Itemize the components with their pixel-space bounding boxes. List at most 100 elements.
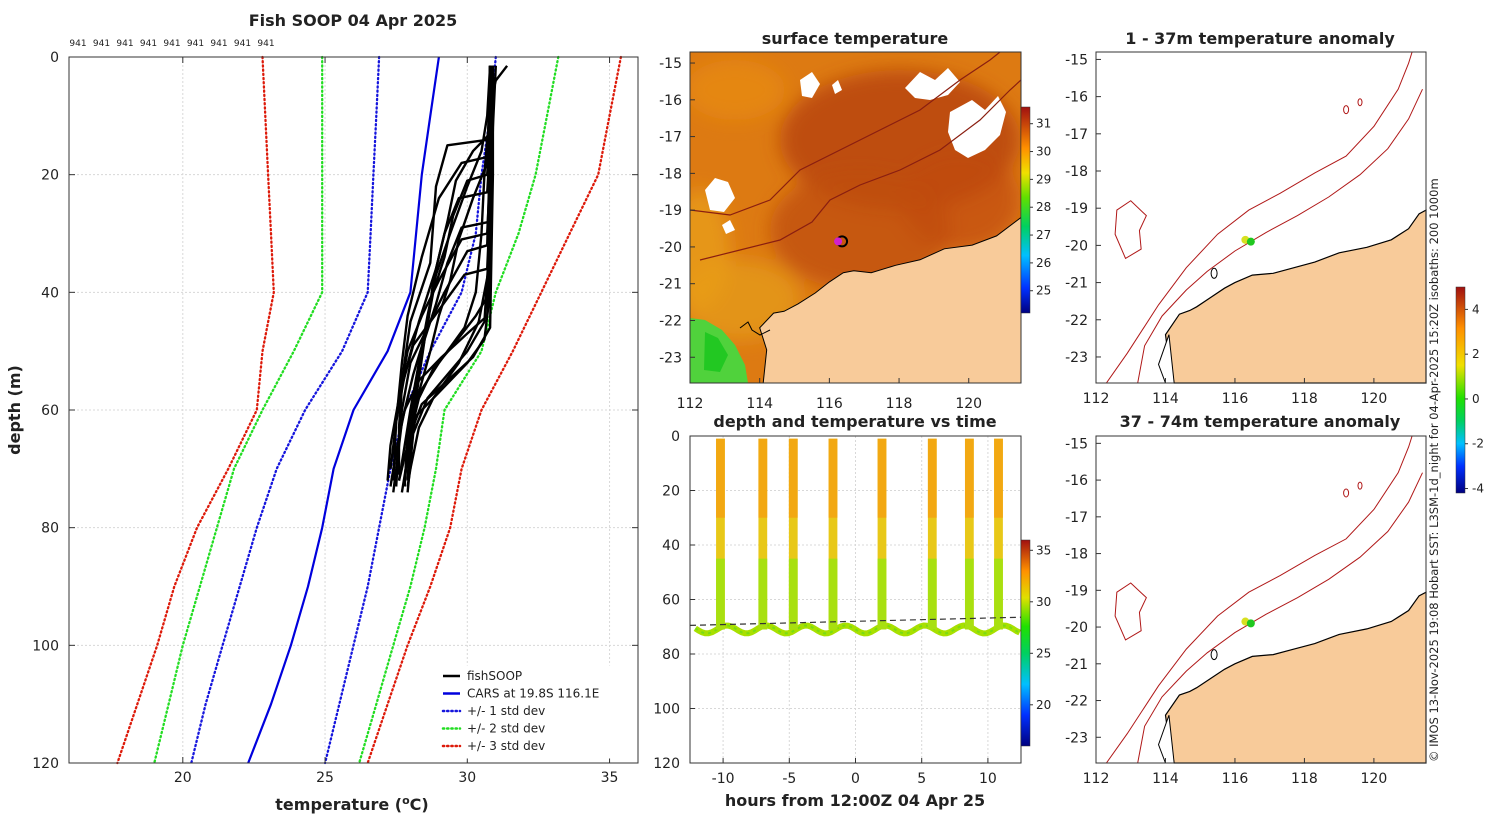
- cast-profile-bar: [828, 438, 838, 518]
- anomaly-colorbar-label: 2: [1472, 347, 1480, 361]
- dt-x-tick-label: 0: [851, 771, 860, 787]
- x-tick-label: 120: [1361, 391, 1388, 407]
- sst-y-tick-label: -18: [659, 166, 682, 182]
- cast-profile-bar: [877, 438, 887, 518]
- sst-cast-marker: [834, 237, 843, 246]
- y-tick-label: 120: [32, 756, 59, 772]
- sst-x-tick-label: 118: [886, 396, 913, 412]
- dt-y-tick-label: 60: [662, 593, 680, 609]
- dt-colorbar-label: 25: [1036, 646, 1051, 660]
- cast-profile-bar: [964, 438, 974, 630]
- dt-x-tick-label: 10: [979, 771, 997, 787]
- cars-std-line: [190, 55, 381, 765]
- cars-mean-line: [247, 56, 440, 764]
- y-tick-label: -15: [1065, 436, 1088, 452]
- sst-colorbar: [1020, 106, 1031, 314]
- cast-count-label: 941: [163, 39, 180, 49]
- sst-colorbar-label: 30: [1036, 145, 1051, 159]
- anomaly-bottom-map: 112 114 116 118 120 -15 -16 -17 -18 -19 -20 -21 -22 -…: [1065, 435, 1427, 787]
- sst-isobath-200: [699, 79, 1021, 261]
- y-tick-label: -18: [1065, 164, 1088, 180]
- cast-count-label: 941: [187, 39, 204, 49]
- cast-profile-bar: [758, 558, 768, 630]
- y-tick-label: 20: [41, 168, 59, 184]
- x-tick-label: 35: [601, 770, 619, 786]
- x-tick-label: 116: [1222, 391, 1249, 407]
- sst-y-tick-label: -19: [659, 203, 682, 219]
- cast-profile-bar: [877, 558, 887, 630]
- cast-profile-bar: [877, 438, 887, 630]
- x-tick-label: 20: [174, 770, 192, 786]
- y-tick-label: -15: [1065, 52, 1088, 68]
- legend-label: +/- 2 std dev: [467, 722, 545, 736]
- dt-y-tick-label: 0: [671, 429, 680, 445]
- cars-std-line: [358, 55, 560, 765]
- anomaly-colorbar-label: 0: [1472, 392, 1480, 406]
- seamount-isobath: [1343, 105, 1350, 115]
- x-tick-label: 25: [316, 770, 334, 786]
- cast-profile-bar: [828, 438, 838, 630]
- cast-profile-bar: [716, 558, 725, 630]
- x-tick-label: 112: [1083, 391, 1110, 407]
- sst-y-tick-label: -17: [659, 130, 682, 146]
- barrow-island: [1210, 267, 1218, 279]
- y-tick-label: -20: [1065, 238, 1088, 254]
- x-tick-label: 116: [1222, 771, 1249, 787]
- rowley-shoals-isobath: [1114, 200, 1147, 260]
- seamount-isobath: [1357, 481, 1363, 490]
- cast-profile-bar: [788, 438, 798, 518]
- sst-y-tick-label: -22: [659, 313, 682, 329]
- copyright-caption: © IMOS 13-Nov-2025 19:08 Hobart SST: L3S…: [1427, 178, 1441, 762]
- x-tick-label: 112: [1083, 771, 1110, 787]
- sst-colorbar-label: 28: [1036, 200, 1051, 214]
- cast-profile-bar: [788, 558, 798, 630]
- cast-location-marker: [1246, 619, 1255, 628]
- cast-profile-bar: [927, 438, 937, 518]
- sst-land: [759, 216, 1021, 383]
- dt-colorbar-label: 20: [1036, 698, 1051, 712]
- sst-title: surface temperature: [762, 29, 949, 48]
- cast-count-label: 941: [116, 39, 133, 49]
- cast-profile-bar: [994, 438, 1003, 518]
- profile-lines: [116, 55, 623, 765]
- axes-box: [1095, 51, 1427, 384]
- sst-colorbar-label: 27: [1036, 228, 1051, 242]
- depth-time-data: [689, 438, 1022, 637]
- sst-colorbar-ticks: 25 26 27 28 29 30 31: [1030, 117, 1051, 298]
- fishsoop-cast-line: [409, 65, 497, 470]
- y-tick-label: -16: [1065, 473, 1088, 489]
- land: [1164, 591, 1427, 764]
- dt-y-tick-label: 100: [653, 702, 680, 718]
- cast-count-label: 941: [257, 39, 274, 49]
- dt-colorbar-label: 30: [1036, 595, 1051, 609]
- cast-count-label: 941: [93, 39, 110, 49]
- sst-map-panel: surface temperature: [659, 29, 1051, 412]
- y-tick-label: 100: [32, 638, 59, 654]
- y-tick-label: -16: [1065, 90, 1088, 106]
- cast-profile-bar: [994, 438, 1003, 630]
- anomaly-top-title: 1 - 37m temperature anomaly: [1125, 29, 1395, 48]
- cast-profile-bar: [927, 438, 937, 630]
- legend-label: CARS at 19.8S 116.1E: [467, 687, 599, 701]
- anomaly-colorbar-label: -2: [1472, 437, 1484, 451]
- legend-box: [436, 665, 634, 759]
- isobath-line: [1137, 88, 1423, 384]
- axes-box: [1095, 435, 1427, 764]
- sst-x-tick-label: 120: [955, 396, 982, 412]
- cast-profile-bar: [964, 558, 974, 630]
- cast-profile-bar: [927, 558, 937, 630]
- y-tick-label: -22: [1065, 313, 1088, 329]
- y-tick-label: -21: [1065, 276, 1088, 292]
- anomaly-bottom-title: 37 - 74m temperature anomaly: [1120, 412, 1401, 431]
- sst-colorbar-label: 29: [1036, 172, 1051, 186]
- cast-profile-bar: [716, 438, 725, 630]
- x-tick-label: 114: [1152, 771, 1179, 787]
- barrow-island: [1210, 649, 1218, 661]
- cast-profile-bar: [758, 438, 768, 518]
- cast-count-label: 941: [69, 39, 86, 49]
- depth-time-colorbar: [1020, 539, 1031, 747]
- anomaly-colorbar: [1455, 286, 1466, 494]
- dt-y-tick-label: 80: [662, 647, 680, 663]
- cast-count-labels: 941 941 941 941 941 941 941 941 941: [69, 39, 274, 49]
